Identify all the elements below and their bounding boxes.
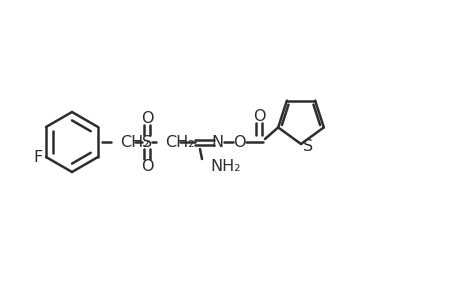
Text: N: N [211, 134, 223, 149]
Text: O: O [232, 134, 245, 149]
Text: O: O [140, 110, 153, 125]
Text: O: O [140, 158, 153, 173]
Text: CH₂: CH₂ [120, 134, 149, 149]
Text: S: S [142, 134, 152, 149]
Text: O: O [252, 109, 265, 124]
Text: F: F [34, 149, 43, 164]
Text: CH₂: CH₂ [165, 134, 194, 149]
Text: NH₂: NH₂ [210, 158, 240, 173]
Text: S: S [302, 139, 313, 154]
